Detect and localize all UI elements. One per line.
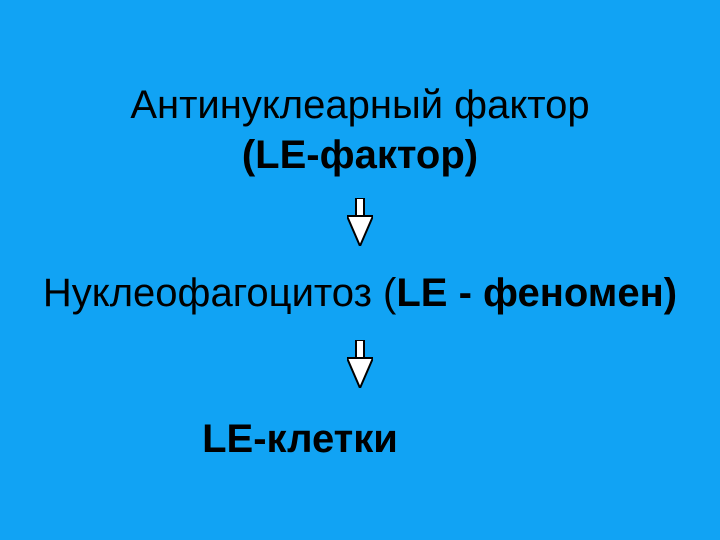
down-arrow-icon	[347, 198, 373, 246]
text-block: LE-клетки	[202, 414, 398, 464]
text-line: (LE-фактор)	[130, 130, 589, 180]
text-line: Антинуклеарный фактор	[130, 80, 589, 130]
text-block: Антинуклеарный фактор(LE-фактор)	[130, 80, 589, 180]
slide: Антинуклеарный фактор(LE-фактор) Нуклеофа…	[0, 0, 720, 540]
text-part: LE - феномен)	[396, 271, 677, 315]
text-line: LE-клетки	[202, 414, 398, 464]
text-part: Нуклеофагоцитоз (	[43, 271, 396, 315]
text-row: Нуклеофагоцитоз (LE - феномен)	[43, 268, 677, 318]
down-arrow-icon	[347, 340, 373, 388]
